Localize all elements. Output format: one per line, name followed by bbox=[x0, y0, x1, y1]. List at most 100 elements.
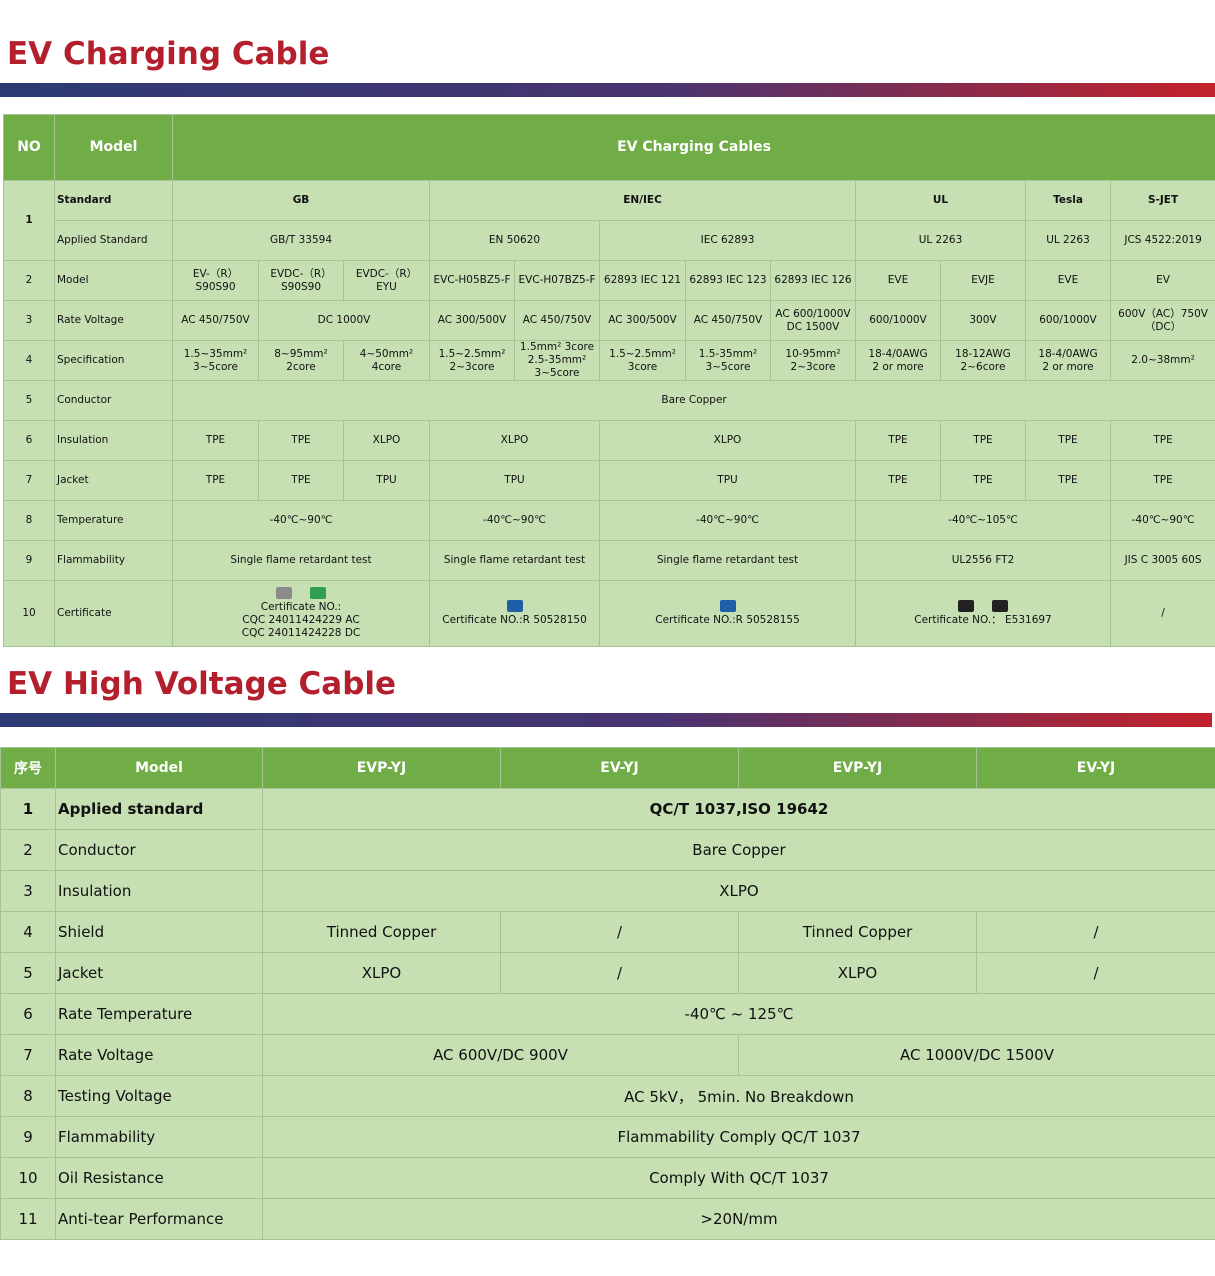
table-cell: 1.5-35mm² 3~5core bbox=[685, 340, 771, 381]
table-cell: EVDC-（R）EYU bbox=[343, 260, 430, 301]
table-cell: 62893 IEC 121 bbox=[599, 260, 686, 301]
table-row: 8 Temperature -40℃~90℃ -40℃~90℃ -40℃~90℃ -40℃… bbox=[3, 500, 1215, 541]
table-cell: Flammability bbox=[55, 1116, 263, 1158]
cell-text: 10-95mm² 2~3core bbox=[785, 347, 841, 373]
table-cell: 10 bbox=[0, 1157, 56, 1199]
table-cell: EVDC-（R） S90S90 bbox=[258, 260, 344, 301]
table-cell: 8~95mm² 2core bbox=[258, 340, 344, 381]
table-row: 10 Certificate Certificate NO.: CQC 240114… bbox=[3, 580, 1215, 647]
cell-text: 62893 IEC 126 bbox=[774, 274, 852, 286]
cell-text: / bbox=[616, 923, 623, 941]
table-cell: XLPO bbox=[429, 420, 600, 461]
header-cell: EV-YJ bbox=[500, 747, 739, 789]
table-cell: TPE bbox=[1025, 420, 1111, 461]
table-cell: AC 1000V/DC 1500V bbox=[738, 1034, 1215, 1076]
cell-text: TPU bbox=[504, 474, 525, 486]
table-cell: 10-95mm² 2~3core bbox=[770, 340, 856, 381]
table-cell: -40℃~90℃ bbox=[1109, 500, 1215, 541]
cell-text: 10 bbox=[22, 607, 36, 619]
cell-text: Single flame retardant test bbox=[230, 554, 372, 566]
table-cell: Jacket bbox=[54, 460, 173, 501]
cell-text: 1.5-35mm² 3~5core bbox=[698, 347, 758, 373]
cell-text: 1.5~35mm² 3~5core bbox=[183, 347, 248, 373]
cell-text: Applied standard bbox=[58, 800, 204, 818]
cell-text: EVDC-（R） S90S90 bbox=[270, 267, 332, 293]
cell-text: Flammability Comply QC/T 1037 bbox=[617, 1128, 861, 1146]
cell-text: 3 bbox=[23, 882, 33, 900]
cell-text: JCS 4522:2019 bbox=[1124, 234, 1202, 246]
cell-text: EVC-H07BZ5-F bbox=[518, 274, 596, 286]
table-cell: Temperature bbox=[54, 500, 173, 541]
cell-text: Certificate bbox=[57, 607, 112, 619]
table-cell: Anti-tear Performance bbox=[55, 1198, 263, 1240]
cell-text: Rate Voltage bbox=[57, 314, 124, 326]
cell-text: 11 bbox=[18, 1210, 38, 1228]
table-cell: XLPO bbox=[738, 952, 977, 994]
cell-text: DC 1000V bbox=[317, 314, 371, 326]
cell-text: AC 450/750V bbox=[693, 314, 763, 326]
table-cell: TPU bbox=[429, 460, 600, 501]
table-cell: Model bbox=[54, 260, 173, 301]
table-cell: Oil Resistance bbox=[55, 1157, 263, 1199]
table-cell: TPE bbox=[258, 460, 344, 501]
table-cell: 8 bbox=[0, 1075, 56, 1117]
cell-text: Tinned Copper bbox=[326, 923, 437, 941]
table-cell: 3 bbox=[0, 870, 56, 912]
cell-text: AC 450/750V bbox=[522, 314, 592, 326]
cell-text: 8 bbox=[23, 1087, 33, 1105]
table-cell: Single flame retardant test bbox=[429, 540, 600, 581]
table-cell: 4~50mm² 4core bbox=[343, 340, 430, 381]
icons bbox=[858, 600, 1108, 612]
table-cell: 11 bbox=[0, 1198, 56, 1240]
table-cell: 9 bbox=[0, 1116, 56, 1158]
table-cell: EVE bbox=[1025, 260, 1111, 301]
table-cell: 62893 IEC 126 bbox=[770, 260, 856, 301]
cell-text: TPE bbox=[973, 474, 993, 486]
table-cell: TPE bbox=[855, 420, 941, 461]
cell-text: IEC 62893 bbox=[700, 234, 755, 246]
cell-text: TPE bbox=[1058, 434, 1078, 446]
table-cell: 1.5mm² 3core 2.5-35mm² 3~5core bbox=[514, 340, 600, 381]
table-cell: 1.5~35mm² 3~5core bbox=[172, 340, 259, 381]
table-cell: Certificate NO.: CQC 24011424229 AC CQC … bbox=[172, 580, 430, 647]
cell-text: AC 600V/DC 900V bbox=[433, 1046, 568, 1064]
table-cell: TPE bbox=[1109, 420, 1215, 461]
table-cell: Certificate NO.:R 50528150 bbox=[429, 580, 600, 647]
cell-text: 8~95mm² 2core bbox=[274, 347, 328, 373]
cell-text: -40℃~105℃ bbox=[948, 514, 1018, 526]
table-row: 9 Flammability Single flame retardant test… bbox=[3, 540, 1215, 581]
cell-text: EV bbox=[1156, 274, 1170, 286]
table-cell: QC/T 1037,ISO 19642 bbox=[262, 788, 1215, 830]
table-row: 4 Specification 1.5~35mm² 3~5core 8~95mm² 2… bbox=[3, 340, 1215, 381]
cell-text: 9 bbox=[23, 1128, 33, 1146]
cell-text: 3 bbox=[25, 314, 33, 326]
table-cell: EV bbox=[1109, 260, 1215, 301]
table-row: 6 Rate Temperature -40℃ ~ 125℃ bbox=[0, 993, 1215, 1035]
header-cell: NO bbox=[3, 114, 55, 181]
cell-text: EN/IEC bbox=[623, 194, 662, 206]
cell-text: Flammability bbox=[57, 554, 126, 566]
table-cell: UL 2263 bbox=[1025, 220, 1111, 261]
cell-text: TPE bbox=[291, 434, 311, 446]
cell-text: 1 bbox=[25, 214, 33, 226]
table-cell: -40℃~90℃ bbox=[172, 500, 430, 541]
cell-text: XLPO bbox=[372, 434, 401, 446]
title-bar bbox=[0, 713, 1212, 727]
cell-text: 5 bbox=[25, 394, 33, 406]
table-cell: 2 bbox=[0, 829, 56, 871]
cell-text: TPE bbox=[1153, 434, 1173, 446]
table-row: 5 Conductor Bare Copper bbox=[3, 380, 1215, 421]
cell-text: -40℃ ~ 125℃ bbox=[684, 1005, 794, 1023]
cell-text: 18-4/0AWG 2 or more bbox=[868, 347, 928, 373]
table-row: 10 Oil Resistance Comply With QC/T 1037 bbox=[0, 1157, 1215, 1199]
cell-text: Rate Temperature bbox=[58, 1005, 193, 1023]
cell-text: 4 bbox=[23, 923, 33, 941]
cell-text: Insulation bbox=[58, 882, 132, 900]
cell-text: 6 bbox=[23, 1005, 33, 1023]
table-cell: >20N/mm bbox=[262, 1198, 1215, 1240]
cell-text: Rate Voltage bbox=[58, 1046, 154, 1064]
table-cell: EVC-H05BZ5-F bbox=[429, 260, 515, 301]
table-row: 6 Insulation TPE TPE XLPO XLPO XLPO TPE TPE TPE TP… bbox=[3, 420, 1215, 461]
table-row: 9 Flammability Flammability Comply QC/T 10… bbox=[0, 1116, 1215, 1158]
cell-text: 7 bbox=[25, 474, 33, 486]
